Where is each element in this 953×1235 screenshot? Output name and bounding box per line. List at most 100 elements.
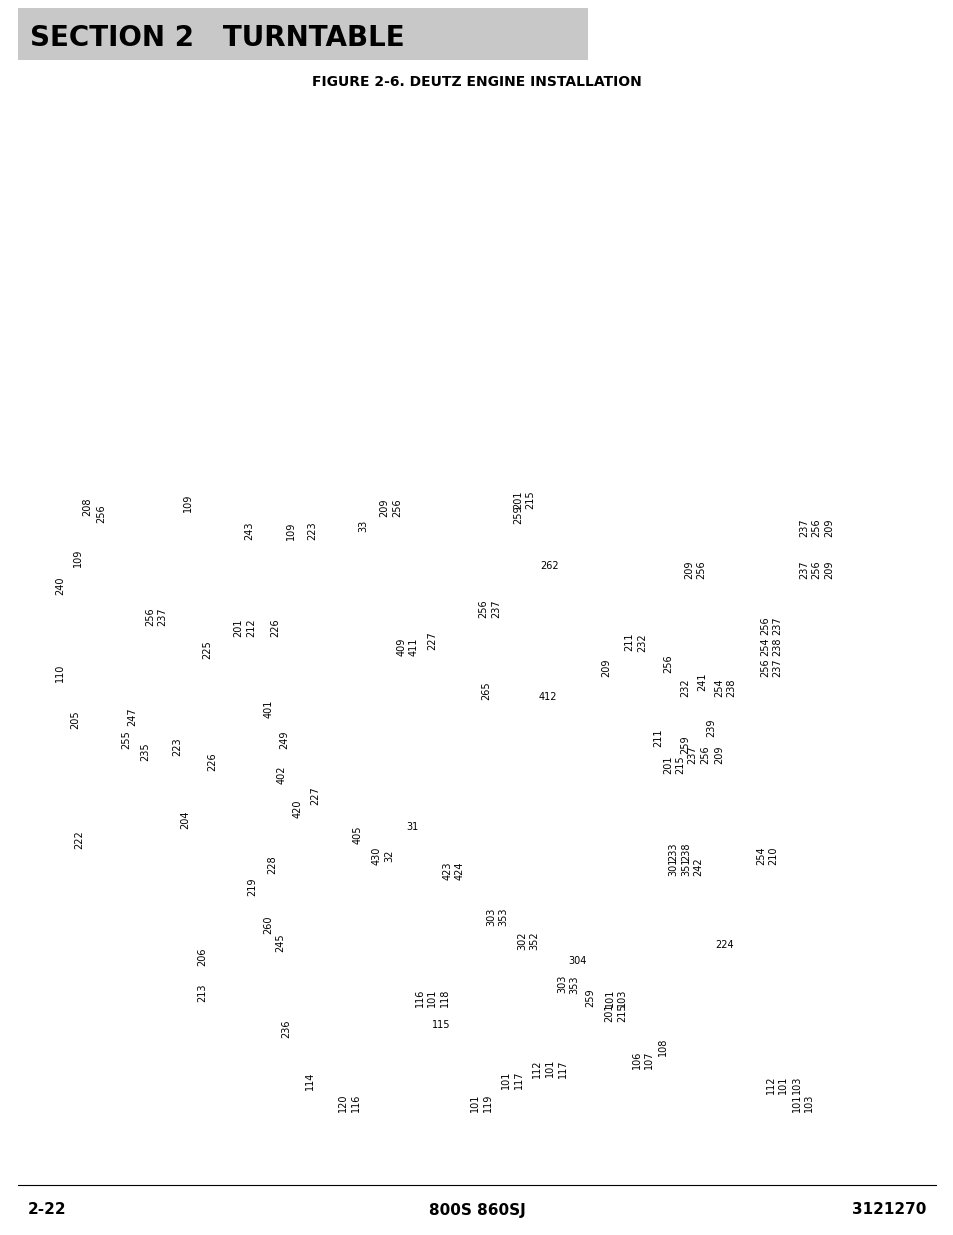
Text: 227: 227 bbox=[427, 631, 436, 651]
Text: 420: 420 bbox=[293, 800, 302, 818]
Text: 259: 259 bbox=[679, 735, 689, 755]
Text: 254: 254 bbox=[760, 637, 769, 657]
Text: 237: 237 bbox=[772, 616, 781, 636]
Text: 107: 107 bbox=[643, 1051, 653, 1068]
Text: 260: 260 bbox=[263, 916, 273, 934]
Text: 237: 237 bbox=[772, 658, 781, 678]
Text: 112: 112 bbox=[532, 1060, 541, 1077]
Text: 109: 109 bbox=[183, 494, 193, 511]
Text: 215: 215 bbox=[617, 1003, 626, 1023]
Text: 352: 352 bbox=[529, 931, 538, 951]
Text: 208: 208 bbox=[82, 498, 91, 515]
Text: 255: 255 bbox=[121, 730, 131, 750]
Text: 209: 209 bbox=[823, 561, 833, 578]
Text: 101: 101 bbox=[470, 1094, 479, 1112]
Text: 412: 412 bbox=[537, 692, 557, 701]
Text: 106: 106 bbox=[632, 1051, 641, 1068]
Text: 119: 119 bbox=[482, 1094, 492, 1112]
Text: 227: 227 bbox=[310, 785, 319, 805]
Text: 112: 112 bbox=[765, 1076, 775, 1093]
Text: 209: 209 bbox=[683, 561, 693, 578]
Text: 115: 115 bbox=[431, 1020, 450, 1030]
Text: 118: 118 bbox=[439, 989, 449, 1007]
Text: 254: 254 bbox=[714, 678, 723, 698]
Text: 3121270: 3121270 bbox=[851, 1203, 925, 1218]
Text: 353: 353 bbox=[569, 976, 578, 993]
Text: 213: 213 bbox=[197, 984, 207, 1002]
Text: 223: 223 bbox=[172, 737, 182, 757]
Text: 109: 109 bbox=[286, 522, 295, 540]
Text: 238: 238 bbox=[680, 844, 690, 861]
Text: 351: 351 bbox=[680, 858, 690, 876]
Text: 259: 259 bbox=[585, 988, 595, 1008]
Text: 222: 222 bbox=[74, 830, 84, 850]
Text: 32: 32 bbox=[384, 850, 394, 862]
Text: 228: 228 bbox=[267, 855, 276, 874]
Text: 401: 401 bbox=[264, 700, 274, 718]
Text: 101: 101 bbox=[604, 989, 614, 1007]
Text: 206: 206 bbox=[197, 948, 207, 966]
Text: 256: 256 bbox=[811, 559, 821, 579]
Text: 211: 211 bbox=[653, 729, 662, 746]
Text: 256: 256 bbox=[392, 498, 401, 517]
Text: 215: 215 bbox=[525, 490, 535, 510]
Text: 409: 409 bbox=[396, 638, 406, 656]
Text: 204: 204 bbox=[180, 811, 190, 829]
Text: 256: 256 bbox=[760, 616, 769, 636]
Text: 2-22: 2-22 bbox=[28, 1203, 67, 1218]
Text: 33: 33 bbox=[358, 520, 368, 532]
Text: 224: 224 bbox=[715, 940, 734, 950]
Text: 237: 237 bbox=[799, 517, 808, 537]
Text: 232: 232 bbox=[637, 632, 646, 652]
Text: 211: 211 bbox=[624, 634, 634, 651]
Text: 256: 256 bbox=[811, 517, 821, 537]
Text: 254: 254 bbox=[756, 846, 765, 866]
Text: 256: 256 bbox=[696, 559, 705, 579]
Text: 265: 265 bbox=[481, 680, 491, 700]
Text: 103: 103 bbox=[791, 1076, 801, 1093]
Text: 424: 424 bbox=[455, 862, 464, 879]
Text: 223: 223 bbox=[307, 521, 316, 541]
Text: 249: 249 bbox=[279, 731, 289, 748]
Text: 430: 430 bbox=[372, 847, 381, 864]
Text: 241: 241 bbox=[697, 673, 706, 690]
Text: 247: 247 bbox=[128, 706, 137, 726]
Text: 209: 209 bbox=[823, 519, 833, 536]
Text: 201: 201 bbox=[662, 756, 672, 773]
Text: 205: 205 bbox=[71, 710, 80, 730]
Text: 117: 117 bbox=[558, 1060, 567, 1077]
Text: 209: 209 bbox=[379, 499, 389, 516]
Text: 353: 353 bbox=[498, 908, 508, 925]
Text: 226: 226 bbox=[208, 752, 217, 772]
Text: 256: 256 bbox=[760, 658, 769, 678]
Text: 212: 212 bbox=[246, 618, 255, 637]
Text: 800S 860SJ: 800S 860SJ bbox=[428, 1203, 525, 1218]
Bar bbox=[18, 7, 587, 61]
Text: 405: 405 bbox=[353, 826, 362, 844]
Text: 101: 101 bbox=[791, 1094, 801, 1112]
Text: 235: 235 bbox=[140, 742, 150, 762]
Text: 245: 245 bbox=[275, 932, 285, 952]
Text: 109: 109 bbox=[73, 550, 83, 567]
Text: 262: 262 bbox=[539, 561, 558, 571]
Text: 110: 110 bbox=[55, 664, 65, 682]
Text: 103: 103 bbox=[803, 1094, 813, 1112]
Text: 215: 215 bbox=[675, 755, 684, 774]
Text: 108: 108 bbox=[658, 1039, 667, 1056]
Text: 256: 256 bbox=[700, 745, 709, 764]
Text: FIGURE 2-6. DEUTZ ENGINE INSTALLATION: FIGURE 2-6. DEUTZ ENGINE INSTALLATION bbox=[312, 75, 641, 89]
Text: 116: 116 bbox=[415, 989, 424, 1007]
Text: 101: 101 bbox=[500, 1071, 510, 1088]
Text: 210: 210 bbox=[768, 847, 778, 864]
Text: 31: 31 bbox=[406, 823, 417, 832]
Text: 259: 259 bbox=[513, 505, 522, 525]
Text: 225: 225 bbox=[202, 640, 212, 659]
Text: 242: 242 bbox=[693, 857, 702, 877]
Text: SECTION 2   TURNTABLE: SECTION 2 TURNTABLE bbox=[30, 23, 404, 52]
Text: 303: 303 bbox=[557, 976, 566, 993]
Text: 240: 240 bbox=[55, 577, 65, 594]
Text: 219: 219 bbox=[247, 878, 256, 895]
Text: 236: 236 bbox=[281, 1020, 291, 1037]
Text: 201: 201 bbox=[513, 492, 522, 509]
Text: 256: 256 bbox=[96, 504, 106, 524]
